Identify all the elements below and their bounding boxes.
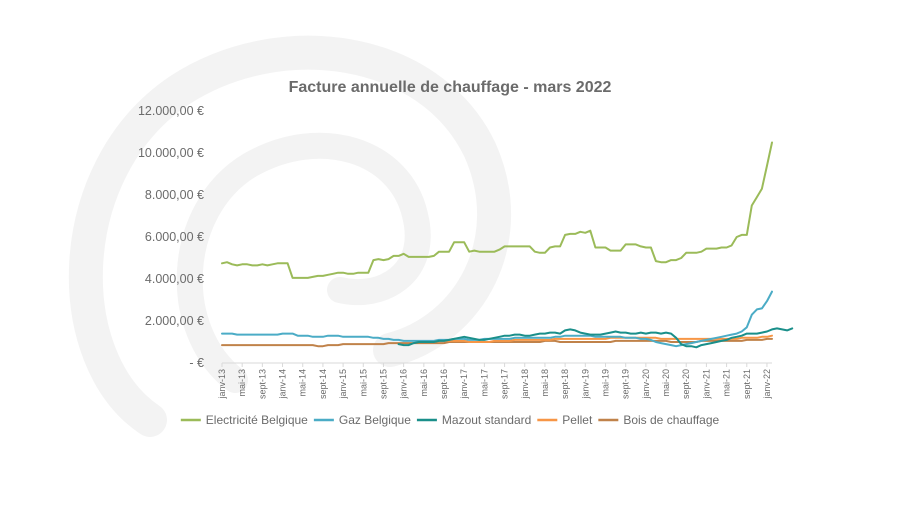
y-axis: - € 2.000,00 € 4.000,00 € 6.000,00 € 8.000,0… (138, 104, 204, 370)
x-tick-label: mai-21 (722, 369, 732, 397)
plot-area (221, 141, 794, 349)
x-tick-label: mai-20 (661, 369, 671, 397)
x-tick-label: janv-19 (580, 369, 590, 400)
legend-label: Pellet (562, 413, 593, 427)
x-tick-label: sept-18 (560, 369, 570, 399)
y-tick-label: - € (189, 356, 204, 370)
y-tick-label: 6.000,00 € (145, 230, 204, 244)
y-tick-label: 8.000,00 € (145, 188, 204, 202)
x-tick-label: mai-15 (358, 369, 368, 397)
chart-title: Facture annuelle de chauffage - mars 202… (289, 79, 612, 96)
x-tick-label: mai-18 (540, 369, 550, 397)
x-tick-label: mai-14 (298, 369, 308, 397)
x-tick-label: sept-20 (681, 369, 691, 399)
x-tick-label: janv-18 (520, 369, 530, 400)
x-tick-label: sept-14 (318, 369, 328, 399)
legend-label: Gaz Belgique (339, 413, 411, 427)
x-tick-label: janv-21 (701, 369, 711, 400)
y-tick-label: 4.000,00 € (145, 272, 204, 286)
x-tick-label: sept-21 (742, 369, 752, 399)
x-tick-label: janv-16 (399, 369, 409, 400)
x-tick-label: sept-17 (500, 369, 510, 399)
x-tick-label: mai-19 (600, 369, 610, 397)
x-tick-label: sept-15 (378, 369, 388, 399)
legend-label: Bois de chauffage (623, 413, 719, 427)
x-tick-label: sept-13 (257, 369, 267, 399)
x-tick-label: mai-13 (237, 369, 247, 397)
x-tick-label: sept-19 (621, 369, 631, 399)
y-tick-label: 12.000,00 € (138, 104, 204, 118)
x-tick-label: janv-17 (459, 369, 469, 400)
legend-label: Electricité Belgique (206, 413, 308, 427)
x-tick-label: mai-16 (419, 369, 429, 397)
x-tick-label: janv-20 (641, 369, 651, 400)
y-tick-label: 2.000,00 € (145, 314, 204, 328)
x-tick-label: janv-15 (338, 369, 348, 400)
x-tick-label: janv-13 (217, 369, 227, 400)
series-line-mazout-standard (397, 327, 794, 349)
x-tick-label: mai-17 (479, 369, 489, 397)
x-tick-label: sept-16 (439, 369, 449, 399)
x-tick-label: janv-22 (762, 369, 772, 400)
y-tick-label: 10.000,00 € (138, 146, 204, 160)
x-tick-label: janv-14 (278, 369, 288, 400)
legend: Electricité Belgique Gaz Belgique Mazout s… (180, 413, 720, 427)
legend-label: Mazout standard (442, 413, 531, 427)
series-line-gaz-belgique (221, 290, 773, 348)
series-line-electricit-belgique (221, 141, 773, 279)
x-axis: janv-13 mai-13 sept-13 janv-14 mai-14 sept-14… (217, 362, 772, 400)
